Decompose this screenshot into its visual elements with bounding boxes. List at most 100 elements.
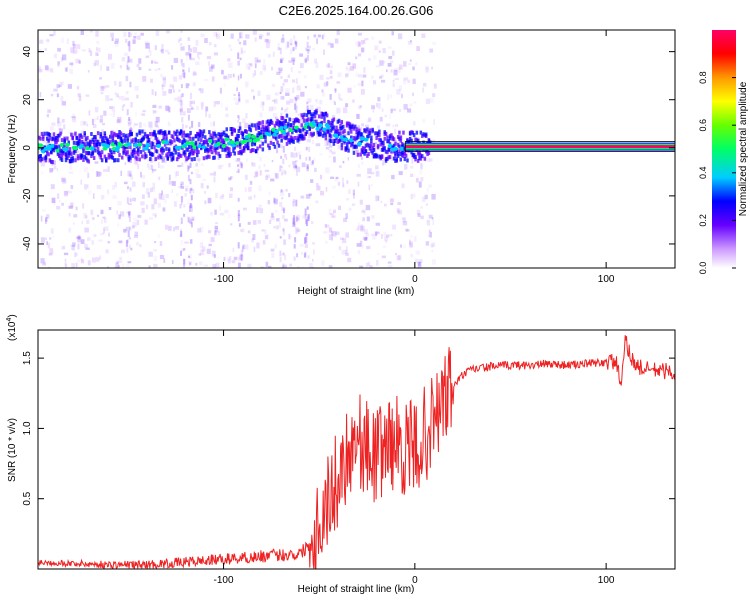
noise-speckle (95, 171, 98, 177)
noise-speckle (162, 78, 167, 84)
ridge-cell (324, 111, 328, 116)
ridge-cell (100, 136, 104, 141)
ridge-cell (387, 147, 390, 152)
noise-speckle (216, 33, 221, 40)
noise-speckle (99, 85, 103, 89)
noise-speckle (265, 261, 269, 267)
ridge-cell (121, 140, 124, 145)
noise-speckle (46, 214, 50, 219)
noise-speckle (190, 218, 195, 222)
noise-speckle (187, 218, 191, 223)
ridge-cell (289, 138, 293, 143)
ridge-cell (46, 151, 49, 156)
ridge-cell (165, 133, 168, 138)
ridge-cell (67, 153, 70, 158)
noise-streak (306, 105, 309, 112)
noise-speckle (255, 169, 259, 176)
ridge-cell (63, 144, 66, 149)
noise-speckle (125, 75, 129, 82)
ridge-cell (244, 129, 247, 134)
ridge-cell (265, 120, 269, 125)
ridge-cell (47, 152, 50, 157)
ridge-cell (329, 139, 333, 144)
noise-speckle (352, 63, 357, 69)
noise-speckle (297, 227, 300, 233)
noise-speckle (77, 243, 80, 250)
noise-speckle (60, 57, 64, 62)
ridge-cell (221, 140, 224, 145)
ridge-cell (233, 128, 236, 133)
noise-speckle (386, 69, 388, 72)
noise-speckle (379, 60, 384, 66)
ridge-cell (380, 154, 384, 159)
noise-streak (280, 144, 283, 149)
noise-speckle (205, 111, 208, 117)
snr-frame (37, 329, 676, 570)
ridge-cell (258, 144, 262, 149)
noise-speckle (72, 242, 76, 247)
noise-streak (238, 115, 240, 120)
noise-speckle (105, 249, 109, 254)
noise-speckle (382, 160, 385, 166)
noise-speckle (342, 160, 345, 164)
noise-streak (295, 106, 298, 113)
noise-speckle (296, 229, 301, 232)
noise-speckle (366, 216, 370, 222)
noise-speckle (133, 217, 137, 222)
noise-speckle (140, 171, 142, 178)
ridge-cell (308, 110, 311, 114)
ridge-cell (238, 149, 242, 154)
noise-speckle (181, 162, 184, 167)
noise-speckle (200, 183, 204, 189)
noise-speckle (283, 153, 287, 158)
noise-speckle (433, 119, 435, 125)
noise-speckle (258, 140, 262, 143)
noise-streak (126, 197, 129, 204)
noise-speckle (331, 230, 334, 236)
noise-speckle (280, 38, 285, 43)
ridge-peak (235, 141, 240, 146)
noise-speckle (272, 51, 275, 57)
noise-speckle (148, 265, 151, 268)
noise-speckle (291, 79, 296, 83)
noise-speckle (154, 91, 157, 96)
noise-speckle (77, 235, 81, 240)
noise-streak (240, 228, 243, 232)
noise-speckle (371, 171, 375, 175)
noise-speckle (360, 245, 365, 249)
noise-streak (237, 214, 240, 222)
noise-speckle (153, 198, 157, 205)
noise-speckle (344, 121, 347, 128)
noise-speckle (186, 55, 188, 61)
ridge-cell (335, 125, 338, 130)
ridge-peak (293, 125, 299, 130)
noise-speckle (325, 64, 330, 68)
noise-speckle (77, 259, 81, 262)
noise-speckle (123, 31, 127, 37)
noise-streak (183, 213, 186, 217)
ridge-cell (105, 136, 108, 141)
ridge-cell (189, 137, 192, 141)
noise-streak (187, 114, 190, 121)
noise-speckle (189, 217, 194, 221)
noise-speckle (145, 42, 150, 49)
ridge-cell (335, 136, 338, 140)
ridge-cell (380, 140, 384, 145)
noise-speckle (390, 198, 394, 203)
noise-speckle (197, 228, 202, 233)
noise-speckle (158, 162, 160, 168)
ridge-cell (175, 134, 179, 139)
noise-speckle (433, 83, 437, 89)
noise-speckle (116, 119, 121, 124)
noise-speckle (292, 160, 297, 165)
ridge-cell (86, 135, 89, 140)
ridge-cell (40, 131, 44, 136)
noise-speckle (228, 62, 233, 69)
noise-streak (280, 135, 283, 142)
noise-speckle (271, 83, 276, 87)
ridge-cell (301, 127, 305, 132)
ridge-cell (184, 139, 187, 144)
noise-speckle (363, 67, 366, 73)
ridge-cell (90, 151, 93, 156)
ridge-cell (188, 152, 191, 157)
